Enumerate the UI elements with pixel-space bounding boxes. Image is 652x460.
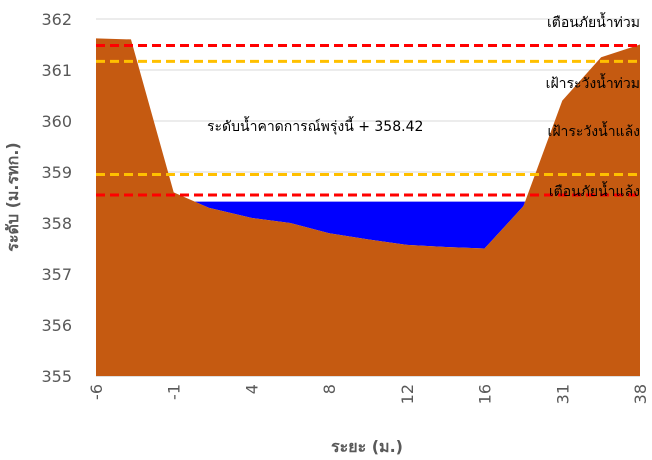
ground-area-series bbox=[96, 38, 640, 376]
y-tick-label: 361 bbox=[41, 61, 72, 80]
forecast-annotation: ระดับน้ำคาดการณ์พรุ่งนี้ + 358.42 bbox=[207, 116, 423, 135]
reference-line-label: เฝ้าระวังน้ำท่วม bbox=[546, 73, 640, 92]
x-tick-label: 31 bbox=[553, 384, 572, 404]
y-tick-label: 357 bbox=[41, 265, 72, 284]
y-axis-tick-labels: 355 356 357 358 359 360 361 362 bbox=[41, 10, 72, 386]
y-tick-label: 356 bbox=[41, 316, 72, 335]
x-tick-label: 8 bbox=[320, 384, 339, 394]
reference-line-label: เฝ้าระวังน้ำแล้ง bbox=[548, 121, 640, 140]
reference-lines bbox=[96, 44, 640, 197]
y-tick-label: 359 bbox=[41, 163, 72, 182]
y-tick-label: 360 bbox=[41, 112, 72, 131]
x-tick-label: 38 bbox=[631, 384, 650, 404]
water-area bbox=[194, 201, 526, 249]
y-tick-label: 355 bbox=[41, 367, 72, 386]
x-axis-title: ระยะ (ม.) bbox=[331, 437, 403, 456]
y-tick-label: 358 bbox=[41, 214, 72, 233]
x-tick-label: 12 bbox=[398, 384, 417, 404]
reference-line-label: เตือนภัยน้ำแล้ง bbox=[549, 181, 640, 200]
x-tick-label: 16 bbox=[476, 384, 495, 404]
y-tick-label: 362 bbox=[41, 10, 72, 29]
x-tick-label: 4 bbox=[242, 384, 261, 394]
x-tick-label: -1 bbox=[165, 384, 184, 400]
reference-line-label: เตือนภัยน้ำท่วม bbox=[547, 12, 640, 31]
x-axis-tick-labels: -6 -1 4 8 12 16 31 38 bbox=[87, 384, 650, 404]
x-tick-label: -6 bbox=[87, 384, 106, 400]
y-axis-title: ระดับ (ม.รทก.) bbox=[3, 142, 22, 251]
reference-line-labels: เตือนภัยน้ำท่วมเฝ้าระวังน้ำท่วมเฝ้าระวัง… bbox=[546, 12, 640, 200]
ground-area bbox=[96, 38, 640, 376]
